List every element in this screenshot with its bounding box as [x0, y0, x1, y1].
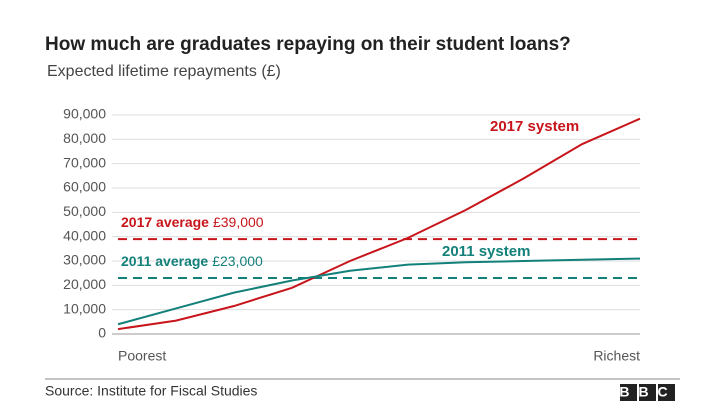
series-label: 2011 system [442, 243, 530, 260]
y-tick-label: 70,000 [63, 154, 106, 170]
reference-name: 2017 average [121, 214, 209, 230]
logo-text: BBC [619, 384, 676, 400]
series-line [117, 257, 641, 326]
y-tick-label: 80,000 [63, 130, 106, 146]
y-tick-label: 90,000 [63, 106, 106, 122]
logo-box [658, 384, 675, 401]
y-tick-label: 30,000 [63, 252, 106, 268]
reference-value: £39,000 [213, 214, 264, 230]
logo-box [620, 384, 637, 401]
logo: BBC [619, 384, 676, 401]
chart-title: How much are graduates repaying on their… [45, 34, 571, 55]
y-tick-label: 0 [98, 325, 106, 341]
x-tick-label: Poorest [118, 348, 166, 364]
reference-value: £23,000 [212, 253, 263, 269]
y-tick-label: 50,000 [63, 203, 106, 219]
logo-box [639, 384, 656, 401]
series-line [117, 117, 641, 331]
reference-name: 2011 average [121, 253, 208, 269]
y-tick-label: 20,000 [63, 276, 106, 292]
reference-label: 2017 average £39,000 [121, 214, 264, 230]
x-tick-label: Richest [593, 348, 640, 364]
series-label: 2017 system [490, 118, 579, 135]
chart-subtitle: Expected lifetime repayments (£) [47, 63, 281, 80]
y-tick-label: 10,000 [63, 300, 106, 316]
source: Source: Institute for Fiscal Studies [45, 383, 257, 399]
reference-label: 2011 average £23,000 [121, 253, 263, 269]
y-tick-label: 40,000 [63, 227, 106, 243]
y-tick-label: 60,000 [63, 179, 106, 195]
